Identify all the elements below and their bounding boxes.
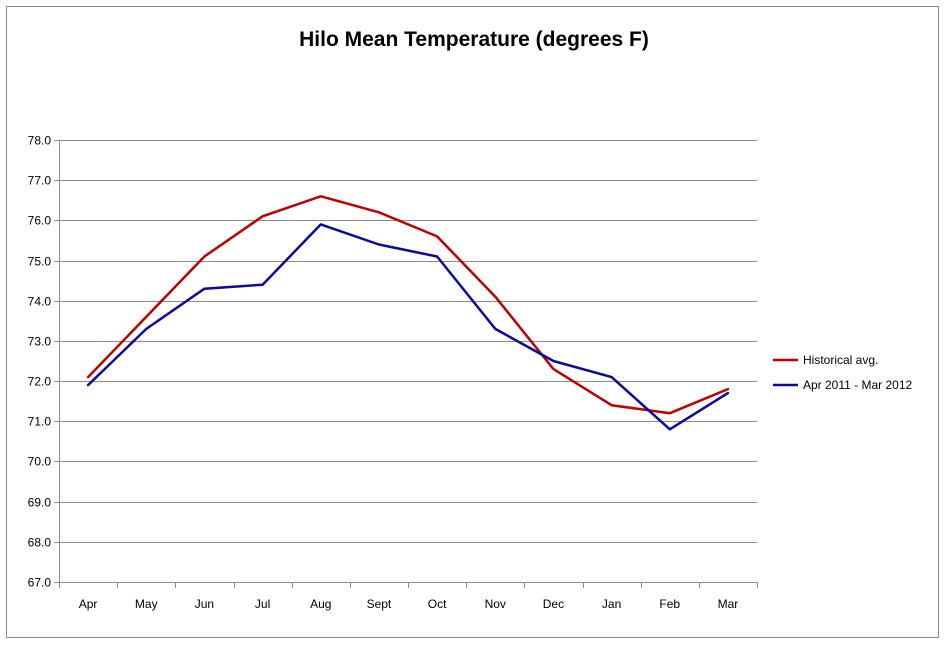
- series-line-1: [86, 195, 730, 415]
- legend-label: Historical avg.: [803, 353, 878, 367]
- y-tick-label: 69.0: [28, 496, 52, 510]
- y-tick-label: 67.0: [28, 576, 52, 590]
- y-tick-label: 68.0: [28, 536, 52, 550]
- y-tick-label: 77.0: [28, 174, 52, 188]
- axes: 67.0 68.0 69.0 70.0 71.0 72.0 73.0 74.0 75.0 76.0…: [28, 134, 758, 611]
- x-tick-label: Oct: [428, 597, 447, 611]
- y-tick-label: 71.0: [28, 415, 52, 429]
- x-tick-label: May: [135, 597, 158, 611]
- chart-frame: Hilo Mean Temperature (degrees F) 67.0 68…: [6, 6, 939, 638]
- legend: Historical avg. Apr 2011 - Mar 2012: [773, 353, 912, 392]
- y-tick-label: 72.0: [28, 375, 52, 389]
- legend-label: Apr 2011 - Mar 2012: [803, 378, 912, 392]
- series-line-2: [86, 223, 730, 431]
- y-tick-label: 78.0: [28, 134, 52, 148]
- x-tick-label: Aug: [310, 597, 331, 611]
- line-chart: Hilo Mean Temperature (degrees F) 67.0 68…: [28, 28, 913, 611]
- y-tick-label: 74.0: [28, 295, 52, 309]
- y-tick-label: 75.0: [28, 255, 52, 269]
- y-tick-label: 73.0: [28, 335, 52, 349]
- x-tick-label: Dec: [543, 597, 564, 611]
- x-tick-label: Jun: [195, 597, 214, 611]
- y-tick-label: 76.0: [28, 214, 52, 228]
- x-tick-label: Jan: [602, 597, 621, 611]
- x-tick-label: Nov: [485, 597, 506, 611]
- x-tick-label: Feb: [659, 597, 680, 611]
- series-lines: [86, 195, 730, 431]
- x-tick-label: Jul: [255, 597, 270, 611]
- gridlines: [59, 140, 757, 543]
- y-tick-label: 70.0: [28, 455, 52, 469]
- x-tick-label: Sept: [367, 597, 392, 611]
- chart-title: Hilo Mean Temperature (degrees F): [299, 28, 649, 51]
- x-tick-label: Apr: [79, 597, 98, 611]
- x-tick-label: Mar: [718, 597, 739, 611]
